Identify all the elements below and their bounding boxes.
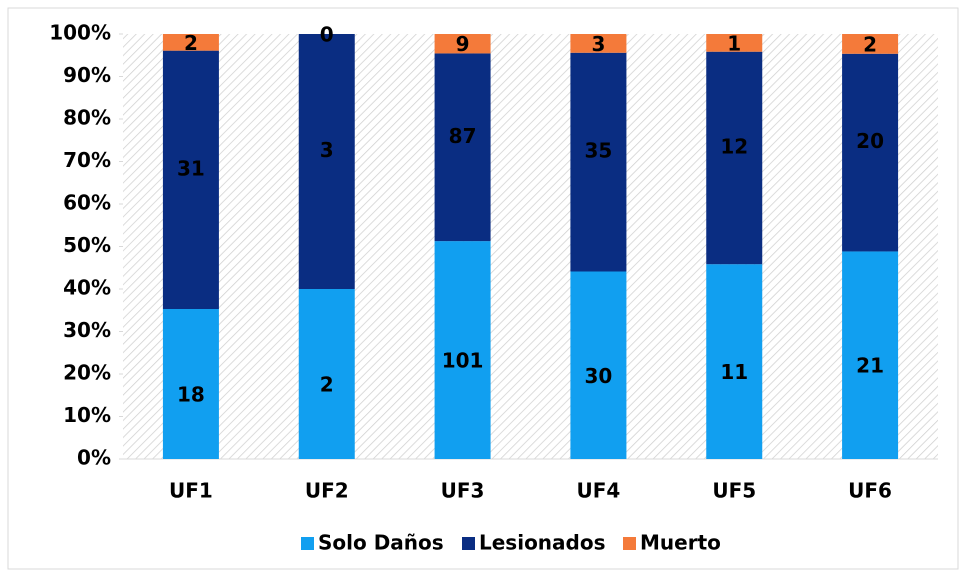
- bar-segment: [434, 34, 491, 54]
- legend-label: Solo Daños: [318, 531, 444, 555]
- bar-segment: [434, 53, 491, 242]
- x-tick-label: UF4: [577, 479, 621, 503]
- y-tick-label: 30%: [63, 318, 111, 342]
- data-label: 12: [720, 134, 748, 158]
- bar-segment: [162, 50, 219, 310]
- legend-swatch: [462, 537, 475, 550]
- x-tick-label: UF2: [305, 479, 349, 503]
- bar-segment: [434, 241, 491, 459]
- y-tick-label: 40%: [63, 276, 111, 300]
- bar-segment: [570, 271, 627, 459]
- data-label: 20: [856, 129, 884, 153]
- legend-label: Muerto: [640, 531, 721, 555]
- data-label: 35: [584, 139, 612, 163]
- y-tick-label: 60%: [63, 191, 111, 215]
- data-label: 31: [177, 156, 205, 180]
- bar-segment: [298, 289, 355, 459]
- bar-segment: [842, 53, 899, 252]
- data-label: 21: [856, 354, 884, 378]
- data-label: 87: [449, 124, 477, 148]
- x-tick-label: UF6: [848, 479, 892, 503]
- legend-swatch: [301, 537, 314, 550]
- bar-segment: [706, 264, 763, 459]
- y-tick-label: 0%: [77, 446, 111, 470]
- bar-segment: [842, 251, 899, 459]
- legend-label: Lesionados: [479, 531, 606, 555]
- plot-area: [123, 34, 938, 459]
- y-tick-label: 100%: [49, 21, 111, 45]
- bar-segment: [706, 34, 763, 52]
- x-tick-label: UF1: [169, 479, 213, 503]
- data-label: 2: [184, 31, 198, 55]
- data-label: 3: [320, 138, 334, 162]
- bar-segment: [570, 52, 627, 272]
- data-label: 3: [591, 32, 605, 56]
- data-label: 18: [177, 383, 205, 407]
- y-tick-label: 90%: [63, 63, 111, 87]
- data-label: 2: [863, 32, 877, 56]
- y-tick-label: 20%: [63, 361, 111, 385]
- bar-segment: [162, 34, 219, 51]
- data-label: 0: [320, 23, 334, 47]
- x-tick-label: UF3: [441, 479, 485, 503]
- x-tick-label: UF5: [712, 479, 756, 503]
- y-tick-label: 80%: [63, 106, 111, 130]
- y-tick-label: 70%: [63, 148, 111, 172]
- data-label: 9: [456, 32, 470, 56]
- data-label: 11: [720, 360, 748, 384]
- legend-swatch: [623, 537, 636, 550]
- bar-segment: [162, 309, 219, 459]
- y-tick-label: 10%: [63, 403, 111, 427]
- data-label: 30: [584, 364, 612, 388]
- bar-segment: [570, 34, 627, 53]
- bar-segment: [298, 34, 355, 289]
- data-label: 2: [320, 373, 334, 397]
- data-label: 101: [442, 349, 484, 373]
- y-tick-label: 50%: [63, 233, 111, 257]
- data-label: 1: [727, 31, 741, 55]
- bar-segment: [842, 34, 899, 54]
- bar-segment: [706, 51, 763, 265]
